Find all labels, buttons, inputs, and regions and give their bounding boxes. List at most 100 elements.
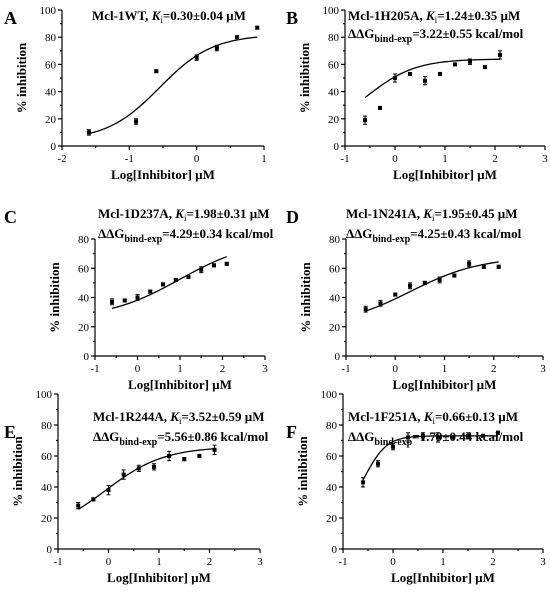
y-tick-label: 60 (78, 263, 90, 275)
y-tick-label: 20 (45, 114, 57, 126)
title-protein: Mcl-1N241A, (346, 206, 423, 221)
panel-ddg: ΔΔGbind-exp=5.56±0.86 kcal/mol (93, 429, 269, 448)
title-k-sub: i (432, 213, 435, 223)
data-point (91, 497, 96, 502)
x-tick-label: -1 (340, 153, 349, 165)
data-point (378, 105, 382, 110)
ddg-sub: bind-exp (372, 234, 410, 245)
y-tick-label: 40 (41, 482, 53, 494)
x-axis-title: Log[Inhibitor] µM (107, 570, 211, 585)
x-tick-label: 0 (194, 153, 200, 165)
x-tick-label: 2 (207, 556, 213, 568)
data-point (148, 289, 153, 294)
panel-title: Mcl-1F251A, Ki=0.66±0.13 µM (348, 409, 518, 426)
y-axis-title: % inhibition (14, 42, 29, 113)
title-k: K (169, 409, 180, 424)
data-point (422, 280, 427, 285)
data-point (86, 130, 91, 135)
data-point (134, 119, 139, 124)
panel-ddg: ΔΔGbind-exp=4.29±0.34 kcal/mol (98, 226, 274, 245)
title-protein: Mcl-1WT, (92, 8, 152, 23)
y-tick-label: 100 (40, 5, 57, 17)
ddg-sub: bind-exp (374, 437, 412, 448)
x-tick-label: 3 (540, 363, 546, 375)
x-tick-label: 2 (490, 556, 496, 568)
data-point (436, 435, 440, 440)
title-ki-value: =1.24±0.35 µM (437, 8, 520, 23)
y-tick-label: 40 (328, 87, 340, 99)
x-tick-label: -1 (338, 556, 347, 568)
data-point (106, 488, 111, 493)
title-ki-value: =0.66±0.13 µM (435, 409, 518, 424)
data-point (466, 433, 470, 438)
data-point (498, 52, 502, 57)
x-tick-label: 3 (542, 153, 548, 165)
data-point (481, 264, 486, 269)
x-tick-label: -2 (57, 153, 66, 165)
panel-ddg: ΔΔGbind-exp=3.22±0.55 kcal/mol (348, 26, 524, 45)
y-axis-title: % inhibition (47, 262, 62, 333)
x-axis-title: Log[Inhibitor] µM (393, 167, 497, 182)
x-tick-label: 2 (492, 153, 498, 165)
ddg-value: =3.22±0.55 kcal/mol (412, 26, 523, 41)
data-point (437, 277, 442, 282)
data-point (361, 480, 365, 485)
panel-letter: D (286, 207, 299, 227)
panel-title: Mcl-1WT, Ki=0.30±0.04 µM (92, 8, 246, 25)
panel-letter: E (4, 422, 16, 442)
data-point (391, 444, 395, 449)
data-point (110, 299, 114, 304)
title-ki-value: =3.52±0.59 µM (181, 409, 264, 424)
title-k-sub: i (432, 416, 435, 426)
title-protein: Mcl-1R244A, (93, 409, 170, 424)
y-axis-title: % inhibition (297, 42, 312, 113)
x-axis-title: Log[Inhibitor] µM (128, 377, 232, 392)
title-k: K (425, 8, 436, 23)
y-tick-label: 20 (328, 114, 340, 126)
panel-title: Mcl-1H205A, Ki=1.24±0.35 µM (348, 8, 520, 25)
x-tick-label: 1 (442, 363, 448, 375)
y-tick-label: 40 (326, 482, 338, 494)
fit-curve (111, 256, 227, 310)
y-tick-label: 80 (329, 234, 341, 246)
data-point (423, 78, 427, 83)
data-point (76, 503, 81, 508)
data-point (393, 292, 398, 297)
y-tick-label: 80 (328, 32, 340, 44)
ddg-sub: bind-exp (119, 437, 157, 448)
y-tick-label: 40 (329, 293, 341, 305)
data-point (154, 69, 159, 74)
x-tick-label: -1 (90, 363, 99, 375)
data-point (393, 76, 397, 80)
x-tick-label: 1 (156, 556, 162, 568)
y-tick-label: 0 (334, 141, 340, 153)
y-tick-label: 100 (36, 389, 53, 401)
data-point (135, 295, 140, 300)
data-point (161, 282, 165, 287)
ddg-sub: bind-exp (374, 34, 412, 45)
data-point (481, 433, 485, 438)
data-point (452, 273, 457, 278)
data-point (151, 464, 156, 469)
y-tick-label: 60 (45, 59, 57, 71)
y-tick-label: 20 (329, 322, 341, 334)
x-tick-label: -1 (53, 556, 62, 568)
data-point (255, 25, 260, 30)
x-tick-label: 1 (261, 153, 267, 165)
x-tick-label: 0 (390, 556, 396, 568)
y-tick-label: 60 (41, 451, 53, 463)
y-tick-label: 80 (78, 234, 90, 246)
data-point (136, 466, 141, 471)
title-protein: Mcl-1D237A, (98, 206, 175, 221)
data-point (408, 71, 412, 76)
data-point (376, 461, 380, 466)
data-point (496, 264, 501, 269)
y-tick-label: 0 (332, 544, 338, 556)
y-tick-label: 60 (329, 263, 341, 275)
ddg-symbol: ΔΔG (348, 26, 374, 41)
x-tick-label: 3 (540, 556, 546, 568)
data-point (214, 46, 219, 51)
x-tick-label: 1 (440, 556, 446, 568)
data-point (121, 472, 126, 477)
